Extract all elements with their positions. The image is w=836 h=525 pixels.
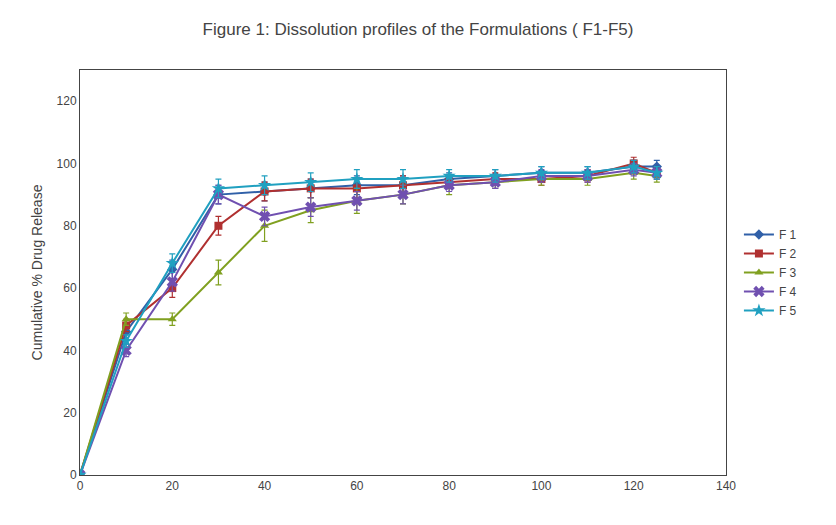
svg-text:60: 60 <box>350 479 364 493</box>
svg-text:F 2: F 2 <box>779 247 797 261</box>
svg-text:Figure 1: Dissolution profiles: Figure 1: Dissolution profiles of the Fo… <box>203 20 634 39</box>
svg-text:F 3: F 3 <box>779 266 797 280</box>
svg-text:20: 20 <box>166 479 180 493</box>
svg-text:80: 80 <box>442 479 456 493</box>
svg-text:100: 100 <box>57 157 77 171</box>
svg-text:0: 0 <box>70 468 77 482</box>
svg-text:F 1: F 1 <box>779 228 797 242</box>
svg-text:140: 140 <box>716 479 736 493</box>
svg-text:Cumulative % Drug Release: Cumulative % Drug Release <box>29 184 45 360</box>
svg-text:80: 80 <box>63 219 77 233</box>
svg-text:F 5: F 5 <box>779 304 797 318</box>
svg-text:120: 120 <box>57 94 77 108</box>
svg-text:60: 60 <box>63 281 77 295</box>
svg-text:100: 100 <box>531 479 551 493</box>
svg-text:0: 0 <box>77 479 84 493</box>
svg-text:40: 40 <box>258 479 272 493</box>
svg-text:40: 40 <box>63 344 77 358</box>
svg-text:F 4: F 4 <box>779 285 797 299</box>
svg-text:120: 120 <box>624 479 644 493</box>
svg-text:20: 20 <box>63 406 77 420</box>
